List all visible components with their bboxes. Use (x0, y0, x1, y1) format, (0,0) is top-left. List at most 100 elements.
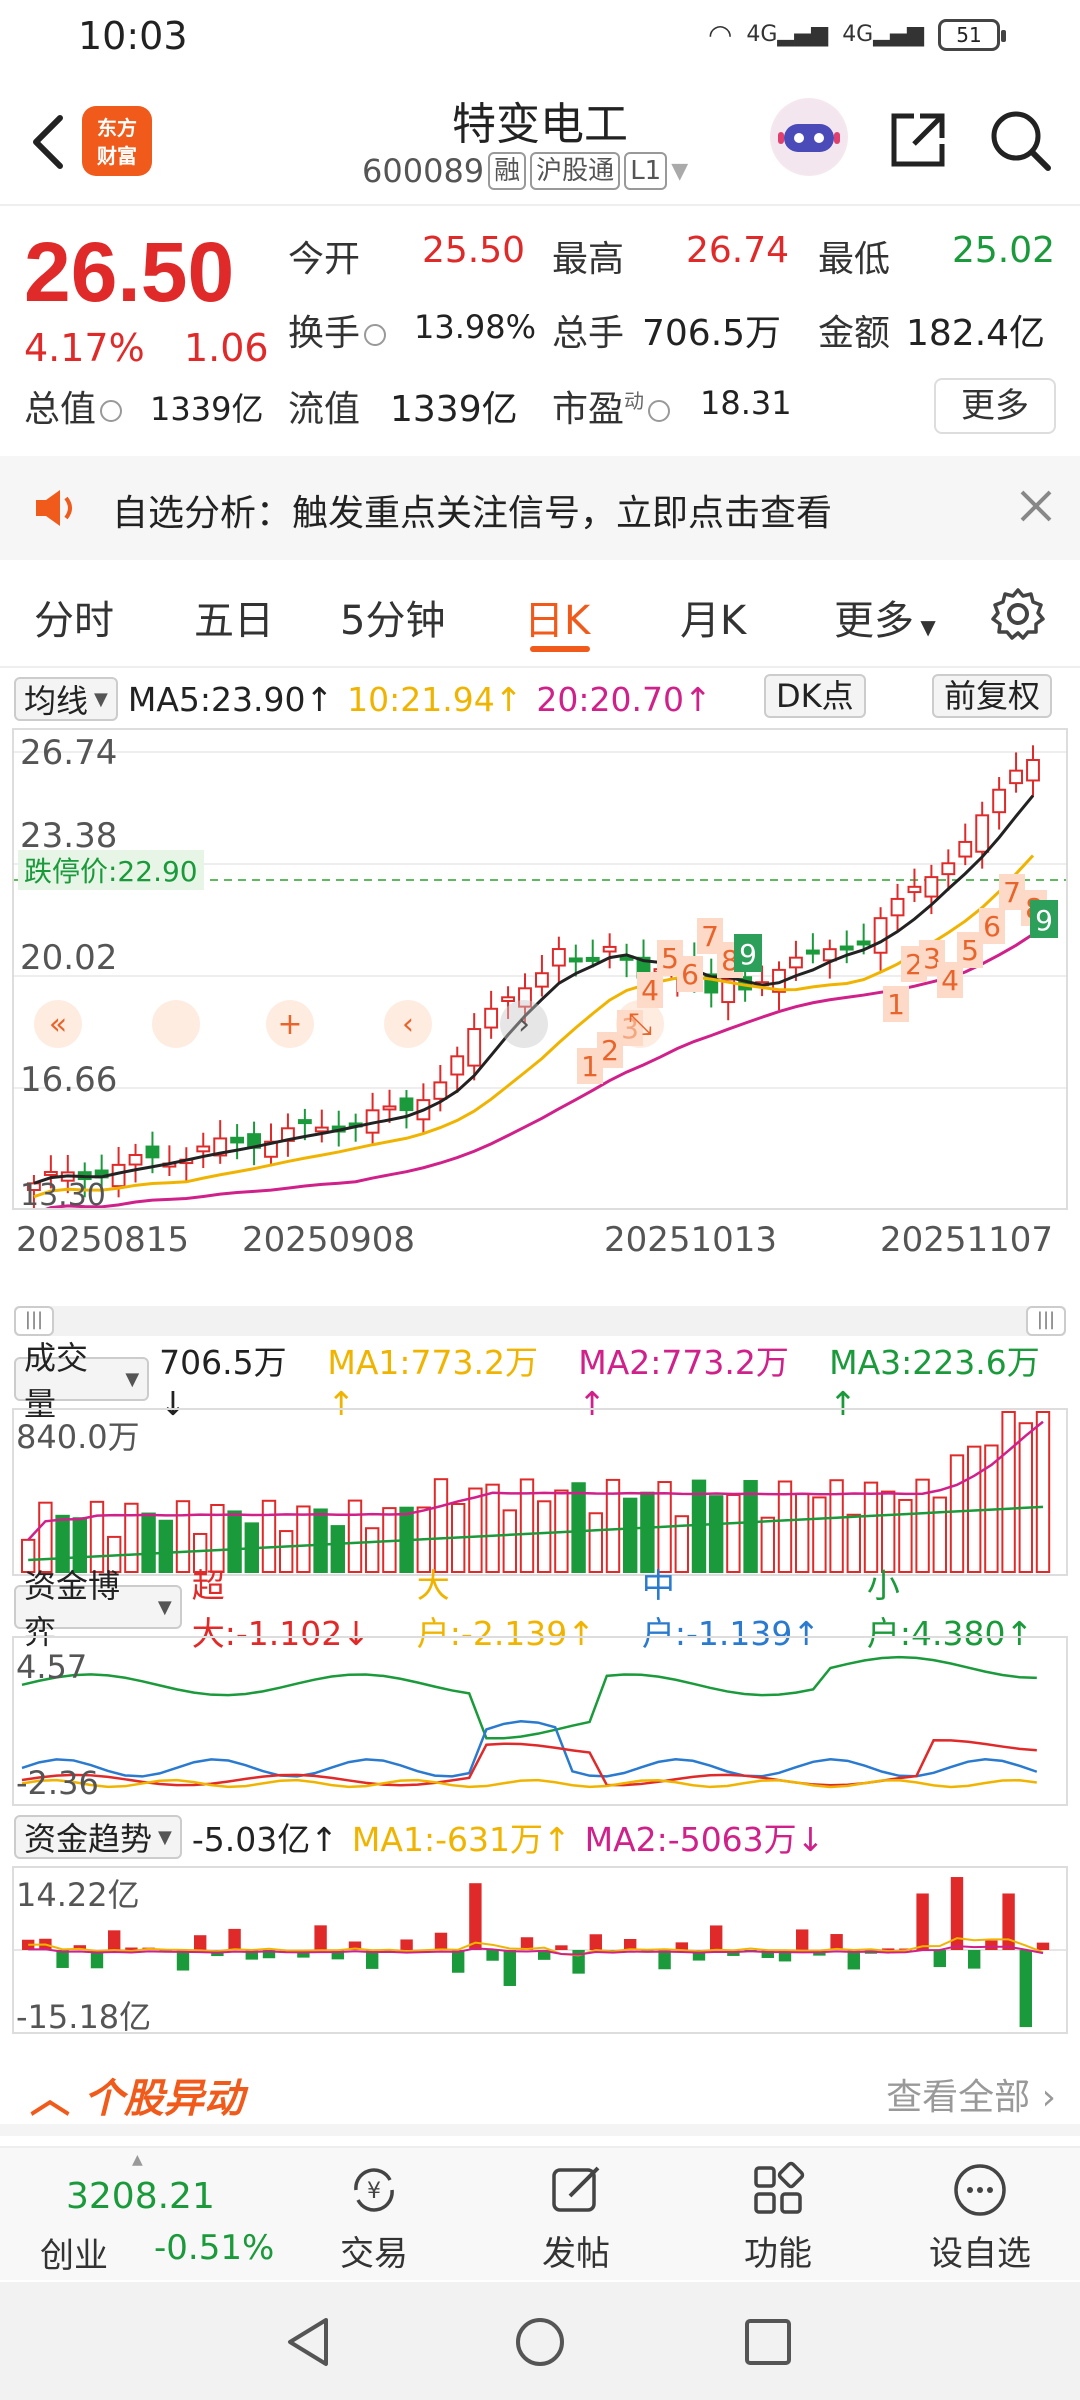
stock-code-row[interactable]: 600089 融 沪股通 L1 ▼ (362, 152, 688, 190)
gear-icon[interactable] (990, 586, 1046, 642)
indicator-select-trend[interactable]: 资金趋势 ▼ (14, 1815, 182, 1859)
nav-functions[interactable]: 功能 (718, 2160, 838, 2275)
chart-next-icon[interactable]: › (500, 1000, 548, 1048)
stock-movement-section[interactable]: ︿ 个股异动 查看全部 › (0, 2050, 1080, 2136)
movement-title: ︿ 个股异动 (30, 2076, 244, 2122)
system-back-icon[interactable] (282, 2314, 334, 2370)
capital-chart[interactable]: 4.57 -2.36 (12, 1636, 1068, 1806)
system-home-icon[interactable] (512, 2314, 568, 2370)
zoom-in-icon[interactable]: + (266, 1000, 314, 1048)
amount-value: 182.4亿 (906, 313, 1046, 354)
volume-chart[interactable]: 840.0万 (12, 1408, 1068, 1576)
nav-add-watchlist[interactable]: 设自选 (920, 2160, 1040, 2275)
volume-bar (433, 1478, 449, 1573)
notice-banner[interactable]: 自选分析：触发重点关注信号，立即点击查看 (0, 456, 1080, 560)
chart-control-icon[interactable] (152, 1000, 200, 1048)
volume-bar (1018, 1422, 1033, 1573)
volume-bar (296, 1505, 311, 1573)
trend-bar (692, 1950, 706, 1961)
candle (873, 917, 888, 954)
range-handle-right[interactable]: ||| (1026, 1306, 1066, 1336)
nav-trade[interactable]: ¥ 交易 (314, 2160, 434, 2275)
view-all-link[interactable]: 查看全部 › (886, 2077, 1056, 2118)
battery-icon: 51 (938, 18, 1006, 51)
back-arrow-icon[interactable] (28, 112, 68, 172)
stock-header: 东方 财富 特变电工 600089 融 沪股通 L1 ▼ (0, 72, 1080, 206)
candle (145, 1145, 160, 1159)
trend-bar (262, 1950, 276, 1959)
up-caret-icon: ▲ (132, 2152, 143, 2168)
volume-header: 成交量 ▼ 706.5万↓ MA1:773.2万↑ MA2:773.2万↑ MA3… (0, 1339, 1080, 1423)
app-logo[interactable]: 东方 财富 (82, 106, 152, 176)
more-quote-button[interactable]: 更多 (934, 378, 1056, 434)
date-label: 20251107 (880, 1220, 1054, 1260)
indicator-select-capital[interactable]: 资金博弈 ▼ (14, 1567, 182, 1651)
candle (314, 1126, 329, 1133)
candle (958, 840, 973, 858)
svg-text:¥: ¥ (367, 2179, 381, 2204)
tab-more[interactable]: 更多 ▼ (834, 598, 936, 644)
signal-icon-2: 4G▂▄▆ (842, 22, 924, 47)
mktcap-label[interactable]: 总值 (24, 380, 126, 432)
trend-ma2-line (28, 1945, 1044, 1956)
dk-point-button[interactable]: DK点 (764, 674, 866, 718)
trend-bar (297, 1950, 310, 1958)
tab-intraday[interactable]: 分时 (34, 598, 114, 644)
svg-text:«: « (49, 1007, 67, 1042)
trend-bar (314, 1925, 327, 1950)
share-icon[interactable] (884, 106, 952, 174)
wifi-icon: ◠ (707, 18, 733, 51)
close-icon[interactable] (1018, 488, 1054, 524)
trend-header: 资金趋势 ▼ -5.03亿↑ MA1:-631万↑ MA2:-5063万↓ (0, 1812, 1080, 1862)
tab-5min[interactable]: 5分钟 (340, 598, 446, 644)
system-recents-icon[interactable] (742, 2316, 794, 2368)
svg-text:‹: ‹ (402, 1007, 414, 1042)
chart-page-left-icon[interactable]: « (34, 1000, 82, 1048)
svg-text:6: 6 (983, 910, 1001, 943)
search-icon[interactable] (986, 106, 1054, 174)
candle (975, 814, 990, 853)
volume-label: 总手 (552, 313, 625, 354)
trend-chart[interactable]: 14.22亿 -15.18亿 (12, 1866, 1068, 2036)
candle (128, 1154, 143, 1166)
chart-prev-icon[interactable]: ‹ (384, 1000, 432, 1048)
capital-top-label: 4.57 (16, 1648, 88, 1686)
indicator-select-ma[interactable]: 均线 ▼ (14, 677, 118, 721)
kline-chart[interactable]: 123456789123456789 «+‹›⤡ 26.74 23.38 20.… (12, 728, 1068, 1215)
indicator-select-volume[interactable]: 成交量 ▼ (14, 1339, 150, 1423)
medium-holder-line (21, 1719, 1038, 1778)
system-nav-bar (0, 2282, 1080, 2400)
pe-label[interactable]: 市盈动 (552, 380, 674, 432)
adjust-button[interactable]: 前复权 (932, 674, 1053, 718)
nav-post[interactable]: 发帖 (516, 2160, 636, 2275)
turnover-label[interactable]: 换手 (288, 304, 390, 356)
candle (230, 1136, 245, 1144)
volume-bar (89, 1500, 105, 1573)
candle (941, 862, 956, 876)
volume-bar (605, 1478, 621, 1573)
trend-bar (830, 1934, 843, 1950)
svg-text:⤡: ⤡ (628, 1007, 652, 1042)
high-label: 最高 (552, 239, 625, 280)
status-bar: 10:03 ◠ 4G▂▄▆ 4G▂▄▆ 51 (0, 0, 1080, 72)
candle (789, 956, 803, 969)
volume-bar (709, 1495, 724, 1573)
stock-code: 600089 (362, 152, 485, 190)
trend-bar (624, 1938, 637, 1950)
volume-bar (210, 1504, 225, 1573)
super-large-line (21, 1739, 1037, 1787)
trend-bar (228, 1928, 241, 1950)
fullscreen-icon[interactable]: ⤡ (616, 1000, 664, 1048)
volume-bar (227, 1510, 242, 1573)
range-handle-left[interactable]: ||| (14, 1306, 54, 1336)
y-tick: 26.74 (20, 733, 118, 773)
chart-range-scrollbar[interactable]: ||| ||| (14, 1306, 1066, 1336)
tab-monthly-k[interactable]: 月K (680, 598, 747, 644)
robot-assistant-icon[interactable] (770, 98, 848, 176)
capital-bottom-label: -2.36 (16, 1764, 99, 1802)
trend-bar (90, 1950, 104, 1969)
tab-five-day[interactable]: 五日 (194, 598, 274, 644)
tab-daily-k[interactable]: 日K (524, 598, 591, 644)
candle (382, 1105, 397, 1111)
current-price: 26.50 (24, 225, 235, 319)
